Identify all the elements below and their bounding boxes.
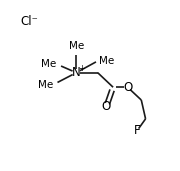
Text: Me: Me xyxy=(41,59,57,69)
Text: O: O xyxy=(102,100,111,113)
Text: N: N xyxy=(72,66,81,79)
Text: +: + xyxy=(78,64,85,73)
Text: Me: Me xyxy=(99,56,115,66)
Text: Cl⁻: Cl⁻ xyxy=(20,15,38,28)
Text: O: O xyxy=(123,81,132,94)
Text: Me: Me xyxy=(69,41,84,51)
Text: Me: Me xyxy=(38,80,53,90)
Text: F: F xyxy=(134,124,140,137)
